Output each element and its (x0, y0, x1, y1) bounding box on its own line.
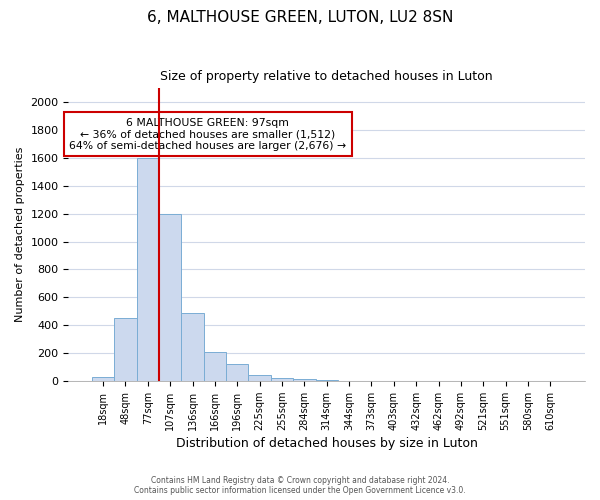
Text: 6, MALTHOUSE GREEN, LUTON, LU2 8SN: 6, MALTHOUSE GREEN, LUTON, LU2 8SN (147, 10, 453, 25)
X-axis label: Distribution of detached houses by size in Luton: Distribution of detached houses by size … (176, 437, 478, 450)
Bar (137, 158, 159, 381)
Bar (114, 318, 137, 381)
Bar (181, 312, 204, 381)
Bar (293, 380, 316, 381)
Text: 6 MALTHOUSE GREEN: 97sqm
← 36% of detached houses are smaller (1,512)
64% of sem: 6 MALTHOUSE GREEN: 97sqm ← 36% of detach… (70, 118, 346, 151)
Y-axis label: Number of detached properties: Number of detached properties (15, 147, 25, 322)
Bar (226, 364, 248, 381)
Bar (92, 376, 114, 381)
Title: Size of property relative to detached houses in Luton: Size of property relative to detached ho… (160, 70, 493, 83)
Bar (204, 352, 226, 381)
Text: Contains HM Land Registry data © Crown copyright and database right 2024.
Contai: Contains HM Land Registry data © Crown c… (134, 476, 466, 495)
Bar (271, 378, 293, 381)
Bar (316, 380, 338, 381)
Bar (248, 374, 271, 381)
Bar (159, 214, 181, 381)
